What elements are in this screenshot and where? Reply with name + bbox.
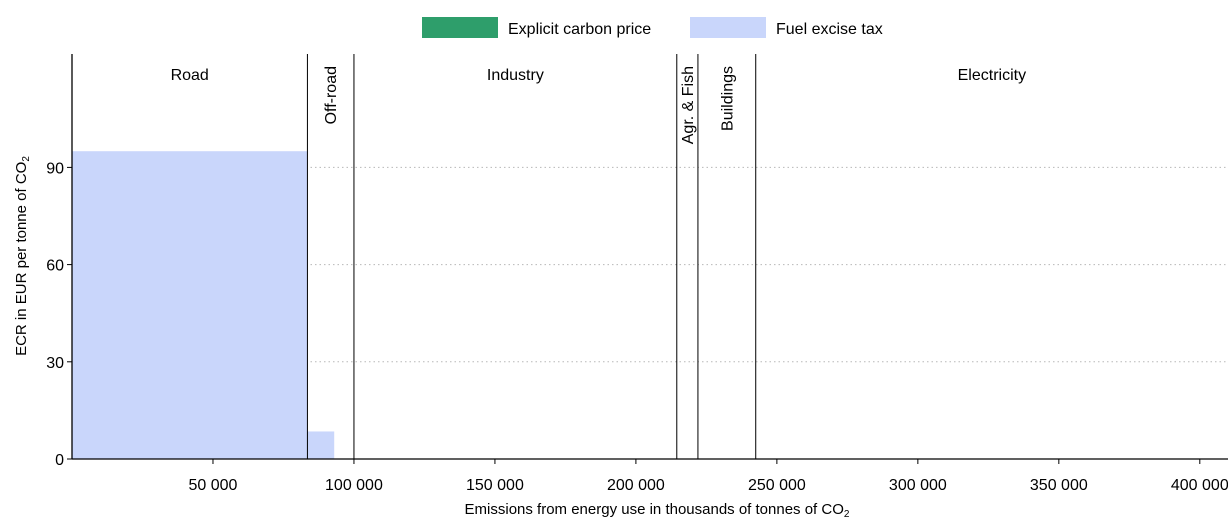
y-tick-label: 30 xyxy=(46,355,64,372)
axes: 0 30 60 90 50 000 100 000 150 000 200 000 250 00… xyxy=(46,54,1228,494)
legend-item: Explicit carbon price xyxy=(422,17,651,38)
y-axis-title-text: ECR in EUR per tonne of CO xyxy=(13,162,30,356)
x-tick-label: 300 000 xyxy=(889,477,947,494)
x-axis-title: Emissions from energy use in thousands o… xyxy=(465,501,850,519)
bar-fuel-excise-tax xyxy=(72,151,308,459)
x-tick-label: 50 000 xyxy=(189,477,238,494)
sector-label: Off-road xyxy=(323,66,340,124)
legend-label: Fuel excise tax xyxy=(776,21,883,38)
gridlines xyxy=(72,166,1228,363)
x-tick-label: 350 000 xyxy=(1030,477,1088,494)
x-tick-label: 150 000 xyxy=(466,477,524,494)
y-tick-label: 60 xyxy=(46,258,64,275)
legend-swatch xyxy=(422,17,498,38)
x-axis-title-text: Emissions from energy use in thousands o… xyxy=(465,501,844,518)
x-tick-label: 200 000 xyxy=(607,477,665,494)
legend: Explicit carbon price Fuel excise tax xyxy=(422,17,883,38)
sector-label: Buildings xyxy=(719,66,736,131)
y-axis-title-subscript: 2 xyxy=(21,156,32,162)
sector-label: Road xyxy=(171,67,209,84)
sector-dividers: Road Off-road Industry Agr. & Fish Buildings… xyxy=(171,54,1026,459)
x-axis-title-subscript: 2 xyxy=(844,509,850,519)
x-tick-label: 100 000 xyxy=(325,477,383,494)
y-axis-title: ECR in EUR per tonne of CO2 xyxy=(13,156,32,356)
sector-label: Electricity xyxy=(958,67,1026,84)
bars xyxy=(72,151,335,459)
y-tick-label: 90 xyxy=(46,160,64,177)
sector-label: Agr. & Fish xyxy=(680,66,697,144)
sector-label: Industry xyxy=(487,67,544,84)
legend-label: Explicit carbon price xyxy=(508,21,651,38)
x-tick-label: 250 000 xyxy=(748,477,806,494)
y-tick-label: 0 xyxy=(55,452,64,469)
legend-item: Fuel excise tax xyxy=(690,17,883,38)
bar-fuel-excise-tax xyxy=(307,431,335,459)
x-tick-label: 400 000 xyxy=(1171,477,1228,494)
legend-swatch xyxy=(690,17,766,38)
